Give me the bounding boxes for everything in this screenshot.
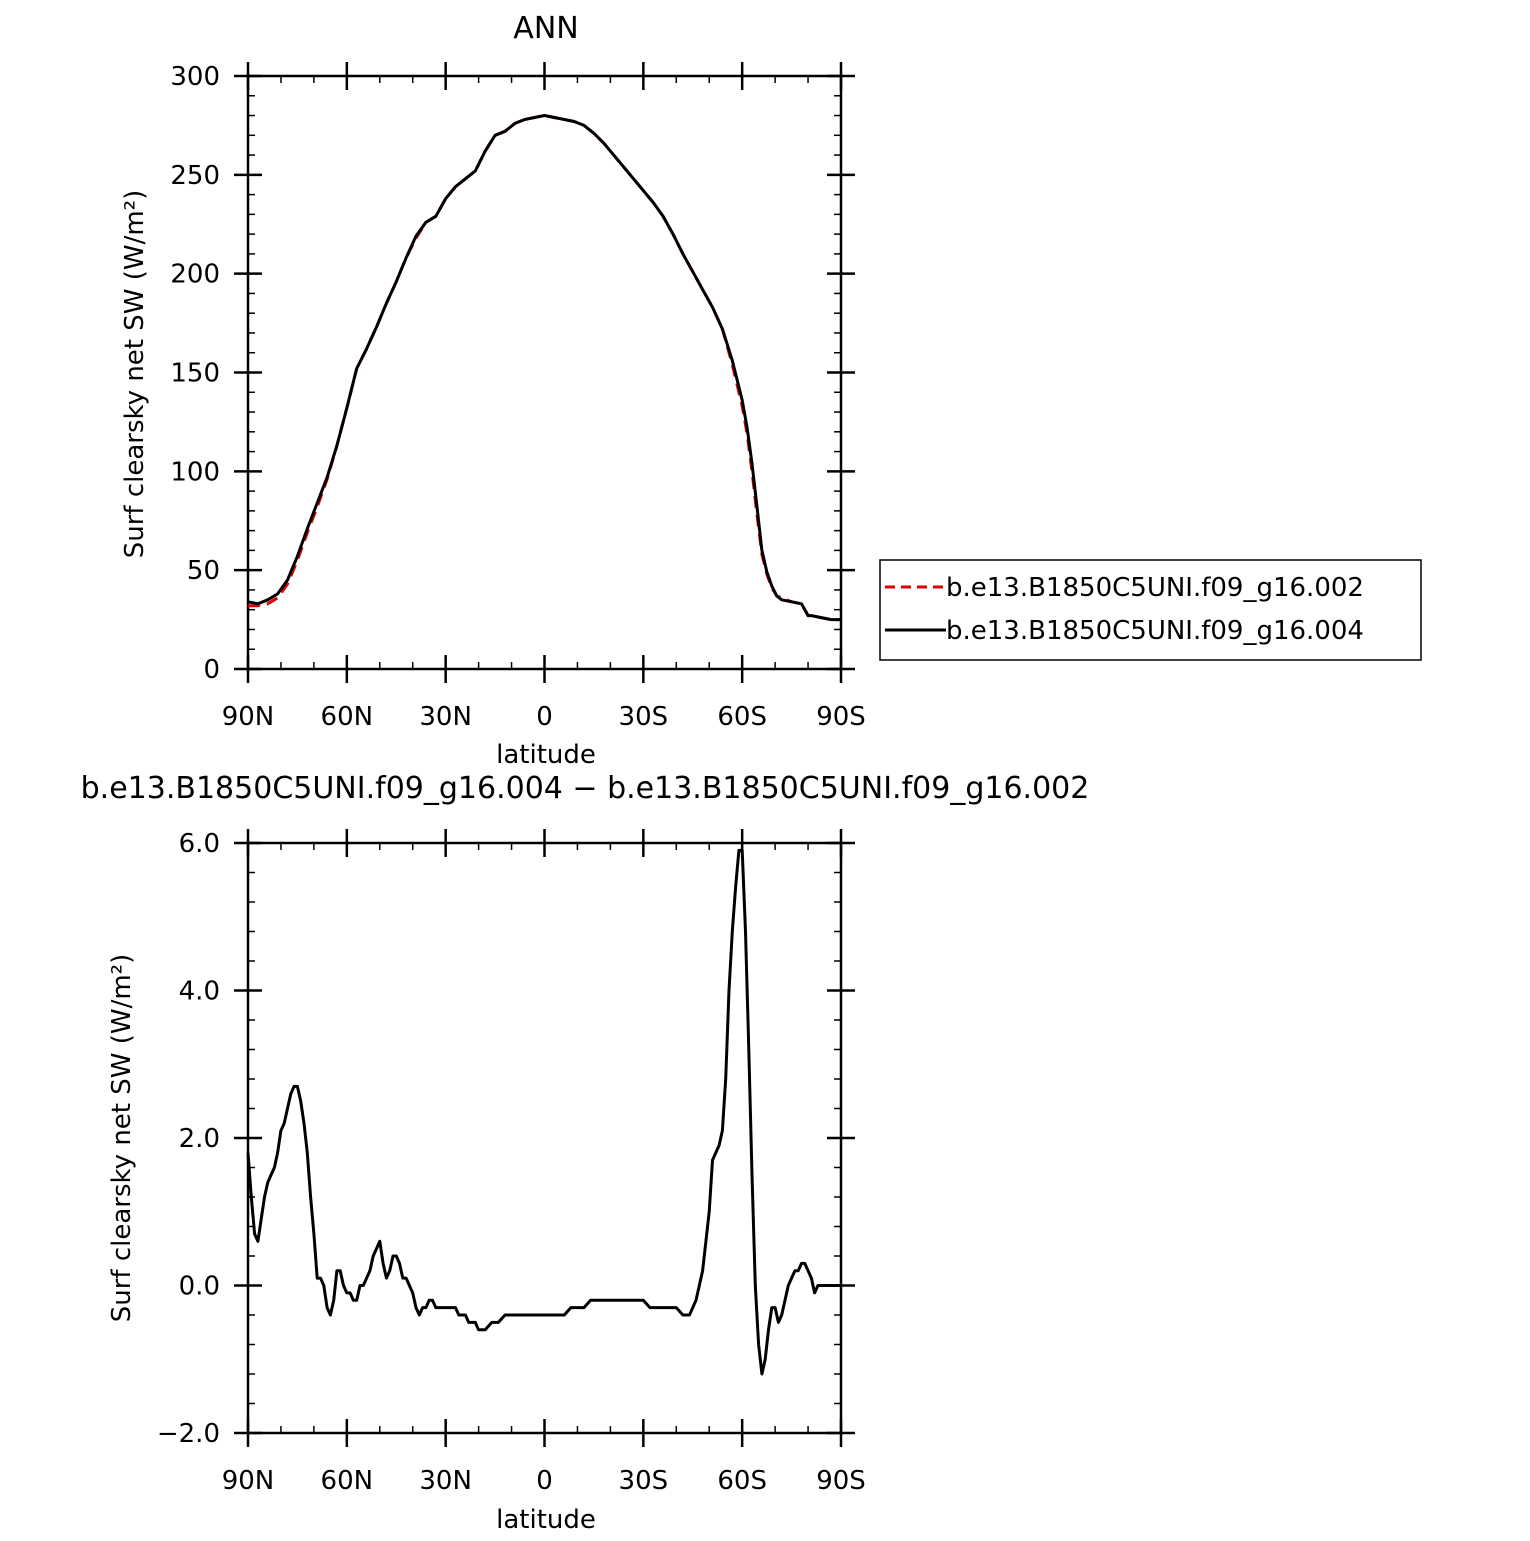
x-tick-label: 60N — [321, 702, 374, 732]
y-tick-label: 200 — [170, 260, 220, 290]
x-tick-label: 60S — [717, 1466, 767, 1496]
x-tick-label: 60N — [321, 1466, 374, 1496]
y-tick-label: 250 — [170, 161, 220, 191]
series-line-1-1 — [248, 114, 841, 622]
panel-top: ANN 0 50 100 150 200 250 300 90N 60N 30N 0 30S 60S 90… — [120, 11, 866, 770]
panel-bottom: b.e13.B1850C5UNI.f09_g16.004 − b.e13.B18… — [81, 771, 1090, 1535]
x-tick-label: 90N — [222, 1466, 275, 1496]
plot-frame — [246, 74, 843, 671]
y-tick-label: 300 — [170, 62, 220, 92]
x-tick-label: 60S — [717, 702, 767, 732]
panel-top-xlabel: latitude — [496, 740, 596, 770]
x-tick-label: 0 — [536, 702, 553, 732]
legend-label-004: b.e13.B1850C5UNI.f09_g16.004 — [946, 616, 1364, 646]
y-tick-label: 2.0 — [179, 1124, 220, 1154]
x-tick-label: 30S — [619, 1466, 669, 1496]
panel-bottom-title: b.e13.B1850C5UNI.f09_g16.004 − b.e13.B18… — [81, 771, 1090, 806]
panel-top-axes: 0 50 100 150 200 250 300 90N 60N 30N 0 30S 60S 90S — [170, 62, 866, 732]
panel-top-ylabel: Surf clearsky net SW (W/m²) — [120, 190, 150, 558]
y-tick-label: −2.0 — [157, 1419, 220, 1449]
series-line-1-2 — [247, 114, 841, 622]
panel-bottom-xlabel: latitude — [496, 1505, 596, 1535]
panel-top-title: ANN — [513, 11, 578, 46]
legend-box — [879, 559, 1422, 661]
y-tick-label: 100 — [170, 457, 220, 487]
x-tick-label: 90S — [816, 1466, 866, 1496]
panel-bottom-series — [246, 848, 841, 1376]
panel-bottom-ylabel: Surf clearsky net SW (W/m²) — [107, 954, 137, 1322]
x-tick-label: 30N — [419, 702, 472, 732]
y-tick-label: 0 — [203, 655, 220, 685]
panel-bottom-axes: −2.0 0.0 2.0 4.0 6.0 90N 60N 30N 0 30S 60S 90S — [157, 829, 866, 1496]
x-tick-label: 90N — [222, 702, 275, 732]
x-tick-label: 30S — [619, 702, 669, 732]
x-tick-label: 0 — [536, 1466, 553, 1496]
legend: b.e13.B1850C5UNI.f09_g16.002 b.e13.B1850… — [879, 559, 1422, 661]
legend-label-002: b.e13.B1850C5UNI.f09_g16.002 — [946, 573, 1364, 603]
y-tick-label: 4.0 — [179, 977, 220, 1007]
x-tick-label: 30N — [419, 1466, 472, 1496]
y-tick-label: 6.0 — [179, 829, 220, 859]
y-tick-label: 0.0 — [179, 1272, 220, 1302]
y-tick-label: 150 — [170, 359, 220, 389]
panel-top-series — [247, 114, 841, 622]
x-tick-label: 90S — [816, 702, 866, 732]
y-tick-label: 50 — [187, 556, 220, 586]
series-line-2-1 — [246, 848, 841, 1376]
